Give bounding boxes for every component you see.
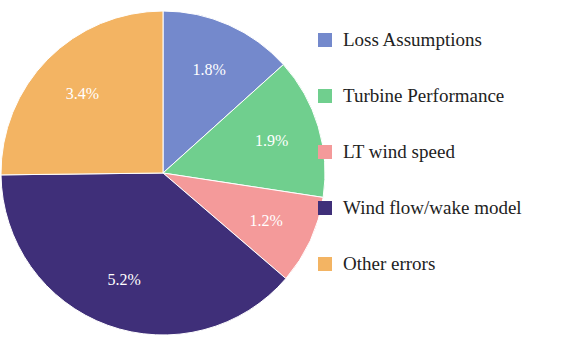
svg-text:3.4%: 3.4% <box>66 85 99 102</box>
html-text:Loss Assumptions: Loss Assumptions <box>343 29 482 50</box>
svg-text:1.2%: 1.2% <box>249 212 282 229</box>
svg-text:5.2%: 5.2% <box>108 271 141 288</box>
html-text:Wind flow/wake model: Wind flow/wake model <box>343 197 522 218</box>
html-text:Other errors: Other errors <box>343 253 436 274</box>
html-text:LT wind speed: LT wind speed <box>343 141 455 162</box>
html-text:Turbine Performance: Turbine Performance <box>343 85 505 106</box>
svg-text:1.8%: 1.8% <box>192 61 225 78</box>
svg-text:1.9%: 1.9% <box>255 132 288 149</box>
